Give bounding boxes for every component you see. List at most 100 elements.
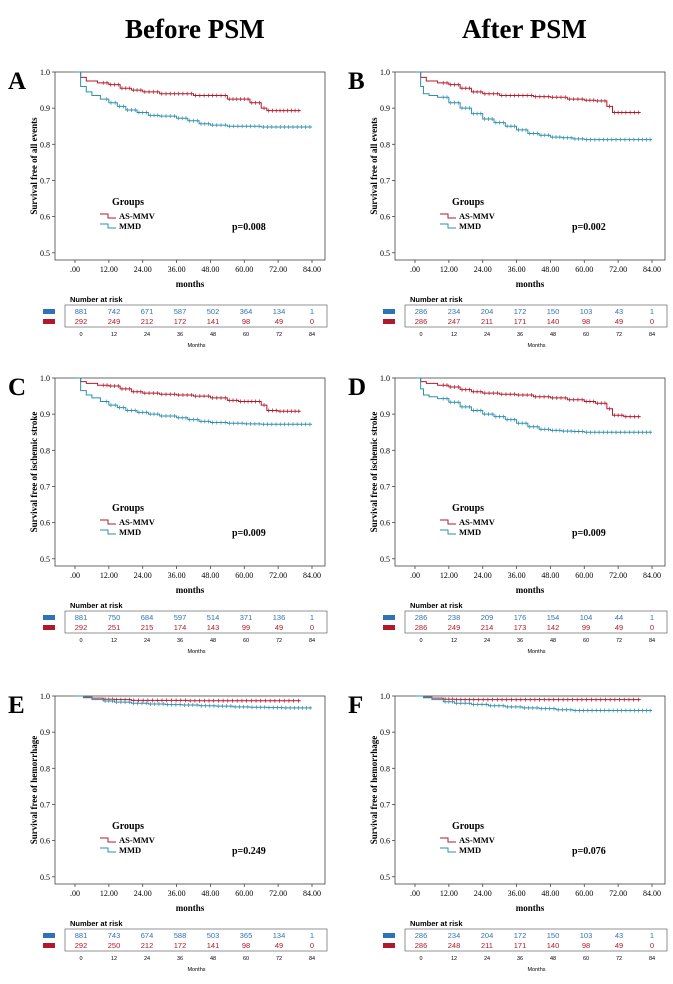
risk-value-red: 292 [75,623,88,632]
risk-value-blue: 104 [580,613,593,622]
series-line-mmd [415,71,652,141]
risk-value-blue: 365 [240,931,253,940]
legend-swatch [100,837,116,843]
y-tick-label: 0.8 [380,764,390,773]
risk-swatch-blue [383,309,395,314]
x-tick-label: 36.00 [508,889,526,898]
legend-swatch [440,223,456,229]
x-tick-label: 48.00 [201,889,219,898]
risk-value-red: 142 [547,623,560,632]
x-tick-label: 12.00 [100,889,118,898]
risk-value-blue: 286 [415,613,428,622]
x-tick-label: 72.00 [269,265,287,274]
x-tick-label: .00 [70,265,80,274]
risk-value-blue: 881 [75,307,88,316]
risk-value-blue: 1 [650,931,654,940]
km-chart-b: 0.5 0.6 0.7 0.8 0.9 1.0 .00 12.00 24.00 36.00 48.0… [369,68,668,349]
censor-marks-as-mmv [444,697,639,702]
risk-value-red: 141 [207,941,220,950]
risk-value-blue: 176 [514,613,527,622]
risk-swatch-blue [43,309,55,314]
risk-time-label: 24 [484,332,490,338]
risk-value-red: 286 [415,317,428,326]
risk-time-label: 60 [243,332,249,338]
x-tick-label: 36.00 [168,889,186,898]
risk-table-box [404,928,668,952]
risk-value-blue: 742 [108,307,121,316]
series-line-as-mmv [415,695,641,701]
legend-entry: AS-MMV [119,517,156,527]
risk-value-red: 247 [448,317,461,326]
x-tick-label: 84.00 [303,571,321,580]
risk-value-red: 215 [141,623,154,632]
risk-value-red: 143 [207,623,220,632]
risk-value-red: 49 [615,623,623,632]
risk-table-title: Number at risk [410,919,463,928]
risk-value-blue: 234 [448,307,461,316]
risk-value-blue: 103 [580,931,593,940]
risk-table-box [64,610,328,634]
risk-value-red: 249 [448,623,461,632]
km-chart-d: 0.5 0.6 0.7 0.8 0.9 1.0 .00 12.00 24.00 36.00 48.0… [369,374,668,655]
risk-time-label: 36 [177,638,183,644]
risk-time-label: 60 [583,332,589,338]
risk-time-label: 60 [583,956,589,962]
risk-value-red: 292 [75,317,88,326]
risk-value-blue: 136 [273,613,286,622]
censor-marks-as-mmv [102,383,300,414]
risk-time-label: 84 [649,638,655,644]
legend-entry: MMD [459,527,481,537]
panel-f: 0.5 0.6 0.7 0.8 0.9 1.0 .00 12.00 24.00 36.00 48.0… [340,684,673,984]
risk-value-blue: 172 [514,931,527,940]
x-tick-label: 48.00 [201,265,219,274]
risk-value-red: 0 [650,317,654,326]
x-tick-label: 36.00 [508,571,526,580]
risk-table-xlabel: Months [527,649,545,655]
header-after-psm: After PSM [462,14,587,44]
risk-value-red: 49 [275,317,283,326]
x-tick-label: 48.00 [201,571,219,580]
legend-swatch [440,837,456,843]
risk-time-label: 12 [111,956,117,962]
risk-time-label: 72 [276,638,282,644]
y-tick-label: 0.7 [40,176,50,185]
risk-value-blue: 44 [615,613,623,622]
plot-frame [394,71,666,261]
censor-marks-as-mmv [442,80,639,115]
x-tick-label: 48.00 [541,571,559,580]
legend-swatch [100,529,116,535]
legend-entry: AS-MMV [119,211,156,221]
x-tick-label: 36.00 [168,265,186,274]
risk-value-blue: 364 [240,307,253,316]
risk-swatch-blue [43,615,55,620]
risk-value-red: 99 [242,623,250,632]
risk-value-blue: 1 [310,931,314,940]
risk-value-blue: 1 [650,613,654,622]
risk-value-blue: 238 [448,613,461,622]
risk-value-blue: 881 [75,613,88,622]
x-tick-label: 12.00 [440,571,458,580]
x-tick-label: 36.00 [508,265,526,274]
risk-table-xlabel: Months [527,967,545,973]
x-axis-label: months [176,585,205,595]
risk-value-red: 212 [141,941,154,950]
y-tick-label: 0.6 [380,213,390,222]
x-tick-label: 60.00 [235,265,253,274]
risk-table-xlabel: Months [187,343,205,349]
series-line-as-mmv [415,377,641,418]
legend-title: Groups [452,197,484,208]
legend-title: Groups [112,821,144,832]
x-tick-label: 60.00 [235,571,253,580]
risk-time-label: 12 [111,638,117,644]
risk-value-red: 49 [615,941,623,950]
series-line-mmd [415,377,652,433]
legend-title: Groups [112,503,144,514]
risk-table-box [64,304,328,328]
risk-swatch-red [383,943,395,948]
x-tick-label: 84.00 [643,265,661,274]
risk-value-blue: 514 [207,613,220,622]
km-chart-c: 0.5 0.6 0.7 0.8 0.9 1.0 .00 12.00 24.00 36.00 48.0… [29,374,328,655]
legend-entry: MMD [459,221,481,231]
y-tick-label: 0.5 [380,249,390,258]
plot-frame [394,377,666,567]
